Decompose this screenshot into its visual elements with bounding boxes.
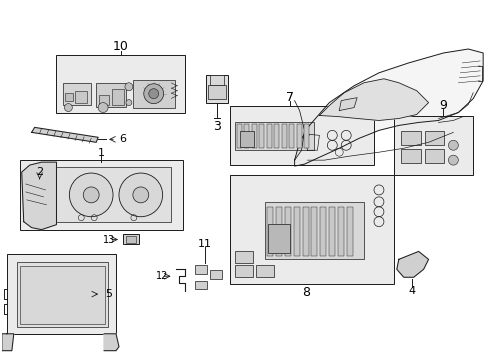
Text: 6: 6 bbox=[119, 134, 126, 144]
Bar bbox=[328, 207, 335, 256]
Bar bbox=[424, 149, 444, 163]
Bar bbox=[400, 149, 420, 163]
Circle shape bbox=[447, 155, 457, 165]
Text: 2: 2 bbox=[36, 167, 43, 177]
Bar bbox=[195, 265, 207, 274]
Circle shape bbox=[126, 100, 132, 105]
Circle shape bbox=[447, 140, 457, 150]
Bar bbox=[235, 265, 252, 277]
Bar bbox=[267, 224, 289, 253]
Bar bbox=[230, 175, 393, 284]
Text: 4: 4 bbox=[407, 286, 414, 296]
Bar bbox=[235, 122, 314, 150]
Text: 12: 12 bbox=[155, 271, 167, 281]
Circle shape bbox=[98, 103, 108, 113]
Bar bbox=[237, 125, 242, 148]
Bar bbox=[284, 207, 290, 256]
Polygon shape bbox=[104, 334, 119, 351]
Bar bbox=[96, 83, 126, 107]
Bar bbox=[7, 255, 116, 334]
Bar bbox=[338, 207, 344, 256]
Bar bbox=[302, 207, 308, 256]
Bar bbox=[208, 85, 225, 99]
Polygon shape bbox=[21, 162, 56, 230]
Circle shape bbox=[124, 83, 133, 91]
Circle shape bbox=[69, 173, 113, 217]
Circle shape bbox=[83, 187, 99, 203]
Circle shape bbox=[148, 89, 158, 99]
Bar bbox=[56, 167, 170, 222]
Polygon shape bbox=[339, 98, 356, 111]
Bar bbox=[304, 125, 308, 148]
Bar bbox=[255, 265, 273, 277]
Bar bbox=[20, 160, 183, 230]
Bar bbox=[264, 202, 364, 260]
Bar bbox=[311, 207, 317, 256]
Bar bbox=[274, 125, 279, 148]
Bar bbox=[56, 55, 185, 113]
Circle shape bbox=[133, 187, 148, 203]
Bar bbox=[235, 251, 252, 264]
Text: 11: 11 bbox=[198, 239, 212, 249]
Bar bbox=[230, 105, 373, 165]
Circle shape bbox=[64, 104, 72, 112]
Bar bbox=[240, 131, 253, 147]
Bar bbox=[210, 75, 224, 85]
Polygon shape bbox=[294, 49, 482, 166]
Bar bbox=[112, 89, 123, 105]
Text: 13: 13 bbox=[102, 234, 115, 244]
Bar bbox=[195, 281, 207, 289]
Bar bbox=[75, 91, 87, 103]
Text: 5: 5 bbox=[105, 289, 112, 299]
Bar bbox=[320, 207, 325, 256]
Polygon shape bbox=[396, 251, 427, 277]
Bar bbox=[17, 262, 108, 327]
Polygon shape bbox=[32, 127, 98, 142]
Bar bbox=[99, 95, 109, 105]
Bar bbox=[126, 235, 136, 243]
Bar bbox=[210, 270, 222, 279]
Polygon shape bbox=[319, 79, 427, 121]
Bar bbox=[63, 83, 91, 105]
Bar bbox=[266, 207, 272, 256]
Polygon shape bbox=[2, 334, 14, 351]
Bar bbox=[244, 125, 249, 148]
Text: 1: 1 bbox=[98, 148, 104, 158]
Text: 3: 3 bbox=[213, 120, 221, 133]
Bar bbox=[133, 80, 174, 108]
Bar bbox=[206, 75, 228, 103]
Bar bbox=[393, 116, 472, 175]
Bar bbox=[251, 125, 256, 148]
Circle shape bbox=[119, 173, 163, 217]
Bar bbox=[288, 125, 293, 148]
Text: 9: 9 bbox=[439, 99, 447, 112]
Bar bbox=[424, 131, 444, 145]
Bar bbox=[275, 207, 281, 256]
Bar bbox=[293, 207, 299, 256]
Bar bbox=[296, 125, 301, 148]
Bar bbox=[259, 125, 264, 148]
Bar bbox=[346, 207, 352, 256]
Bar bbox=[65, 93, 73, 100]
Circle shape bbox=[143, 84, 163, 104]
Bar bbox=[266, 125, 271, 148]
Bar bbox=[20, 266, 105, 324]
Text: 7: 7 bbox=[285, 91, 293, 104]
Bar bbox=[400, 131, 420, 145]
Text: 8: 8 bbox=[302, 285, 310, 299]
Text: 10: 10 bbox=[113, 40, 129, 53]
Bar bbox=[281, 125, 286, 148]
Bar bbox=[122, 234, 139, 244]
